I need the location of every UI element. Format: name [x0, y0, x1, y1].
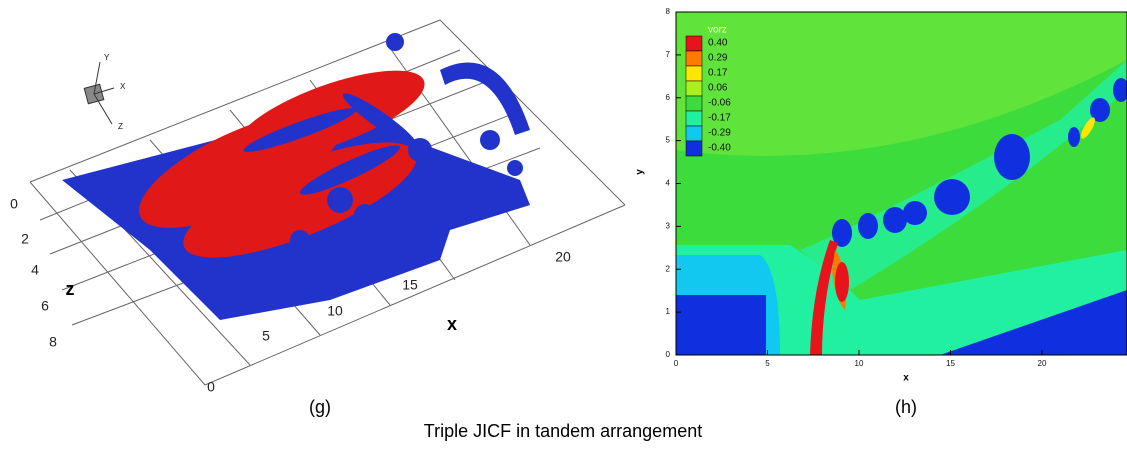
- legend-label: -0.17: [708, 113, 731, 124]
- caption: Triple JICF in tandem arrangement: [424, 421, 702, 441]
- x-tick-label: 10: [327, 303, 343, 319]
- contour-field: [676, 12, 1127, 355]
- z-tick-label: 2: [21, 231, 29, 247]
- triad: [83, 61, 115, 125]
- z-tick-label: 8: [49, 334, 57, 350]
- x-tick-label: 20: [1038, 359, 1047, 368]
- y-axis-title: y: [635, 169, 646, 175]
- z-tick-label: 6: [41, 298, 49, 314]
- legend-label: 0.29: [708, 53, 728, 64]
- legend-swatch: [685, 140, 703, 157]
- y-tick-label: 6: [666, 93, 671, 102]
- triad-label: X: [120, 82, 126, 91]
- z-axis-title: z: [66, 279, 75, 299]
- legend-swatch: [685, 50, 703, 67]
- x-tick-label: 15: [402, 277, 418, 293]
- legend-label: -0.06: [708, 98, 731, 109]
- legend-swatch: [685, 35, 703, 52]
- z-tick-label: 0: [10, 196, 18, 212]
- legend-label: -0.29: [708, 128, 731, 139]
- legend-label: 0.17: [708, 68, 728, 79]
- y-tick-label: 3: [666, 221, 671, 230]
- legend-title: vorz: [708, 25, 727, 36]
- legend-swatch: [685, 65, 703, 82]
- y-tick-label: 8: [666, 7, 671, 16]
- y-tick-label: 4: [666, 179, 671, 188]
- x-tick-label: 10: [855, 359, 864, 368]
- triad-label: Z: [118, 122, 123, 131]
- x-tick-label: 20: [555, 249, 571, 265]
- legend-swatch: [685, 95, 703, 112]
- x-tick-label: 0: [207, 379, 215, 395]
- legend-swatch: [685, 125, 703, 142]
- legend-swatch: [685, 110, 703, 127]
- y-tick-label: 7: [666, 50, 671, 59]
- x-tick-label: 0: [674, 359, 679, 368]
- z-tick-label: 4: [31, 262, 39, 278]
- blue-vortices: [243, 33, 530, 250]
- panel-label: (h): [895, 397, 917, 417]
- y-tick-label: 5: [666, 136, 671, 145]
- y-tick-label: 0: [666, 350, 671, 359]
- x-tick-label: 5: [262, 328, 270, 344]
- x-axis-title: x: [447, 314, 457, 334]
- legend-label: 0.06: [708, 83, 728, 94]
- y-tick-label: 1: [666, 307, 671, 316]
- x-axis-title: x: [903, 373, 909, 384]
- panel-h: 0 5 10 15 20 0 1 2 3 4 5 6 7 8 x y vorz 0.40 0.29 0.17 0.06 -…: [635, 7, 1127, 384]
- panel-g: Y X Z 0 24 6 8 z 0 5 10 15 20 x: [10, 19, 626, 395]
- panel-label: (g): [309, 397, 331, 417]
- legend-swatch: [685, 80, 703, 97]
- triad-label: Y: [104, 53, 110, 62]
- y-tick-label: 2: [666, 264, 671, 273]
- legend-label: 0.40: [708, 38, 728, 49]
- x-tick-label: 15: [946, 359, 955, 368]
- x-tick-label: 5: [765, 359, 770, 368]
- legend-label: -0.40: [708, 143, 731, 154]
